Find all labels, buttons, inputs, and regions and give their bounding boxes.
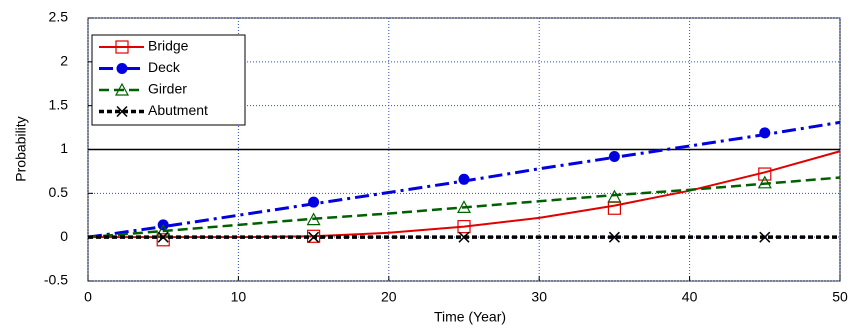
marker (457, 220, 471, 234)
legend-marker (115, 40, 129, 54)
marker (306, 212, 321, 226)
y-tick-label: 2.5 (49, 9, 69, 25)
marker (608, 151, 620, 163)
legend-label: Abutment (148, 102, 208, 118)
x-tick-label: 40 (682, 289, 698, 305)
legend-label: Bridge (148, 38, 189, 54)
marker (308, 196, 320, 208)
y-tick-label: 1 (60, 140, 68, 156)
series-line (88, 150, 841, 239)
marker (308, 231, 320, 243)
y-tick-label: 0 (60, 228, 68, 244)
marker (758, 167, 772, 181)
y-tick-label: 0.5 (49, 184, 69, 200)
marker (458, 173, 470, 185)
legend-label: Girder (148, 81, 187, 97)
legend-marker (116, 63, 128, 74)
y-tick-label: -0.5 (44, 272, 68, 288)
x-tick-label: 20 (381, 289, 397, 305)
legend-marker (114, 82, 130, 96)
x-tick-label: 10 (231, 289, 247, 305)
series-line (87, 176, 841, 239)
marker (759, 127, 771, 139)
legend-label: Deck (148, 59, 181, 75)
legend-marker (116, 105, 128, 118)
x-tick-label: 30 (531, 289, 547, 305)
x-tick-label: 50 (832, 289, 848, 305)
marker (157, 231, 169, 243)
x-tick-label: 0 (84, 289, 92, 305)
marker (456, 200, 472, 213)
marker (156, 233, 170, 247)
y-axis-label: Probability (13, 116, 29, 181)
marker (607, 201, 622, 215)
marker (759, 231, 771, 243)
x-axis-label: Time (Year) (434, 309, 506, 325)
y-tick-label: 2 (60, 53, 68, 69)
marker (607, 189, 622, 203)
marker (458, 231, 470, 243)
marker (608, 231, 620, 243)
y-tick-label: 1.5 (49, 96, 69, 112)
marker (757, 175, 772, 189)
